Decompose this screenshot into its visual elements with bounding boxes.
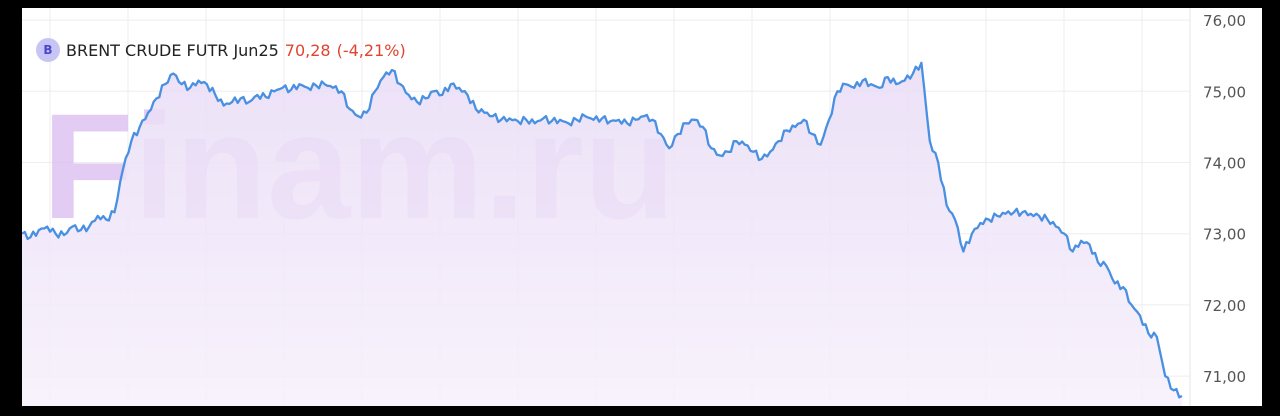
price-line: [22, 61, 1183, 399]
y-tick-label: 71,00: [1203, 368, 1246, 386]
last-price: 70,28: [284, 40, 331, 60]
instrument-icon: B: [36, 38, 60, 62]
y-tick-label: 74,00: [1203, 155, 1246, 173]
y-tick-label: 75,00: [1203, 83, 1246, 101]
instrument-title[interactable]: BRENT CRUDE FUTR Jun25: [66, 40, 279, 60]
price-area: [22, 62, 1182, 406]
y-tick-label: 76,00: [1203, 12, 1246, 30]
y-tick-label: 72,00: [1203, 297, 1246, 315]
y-tick-label: 73,00: [1203, 226, 1246, 244]
y-axis: 76,00 75,00 74,00 73,00 72,00 71,00: [1189, 8, 1246, 406]
price-change: (-4,21%): [336, 40, 406, 60]
chart-header: B BRENT CRUDE FUTR Jun25 70,28 (-4,21%): [36, 38, 406, 62]
chart-panel: B BRENT CRUDE FUTR Jun25 70,28 (-4,21%) …: [22, 8, 1262, 406]
